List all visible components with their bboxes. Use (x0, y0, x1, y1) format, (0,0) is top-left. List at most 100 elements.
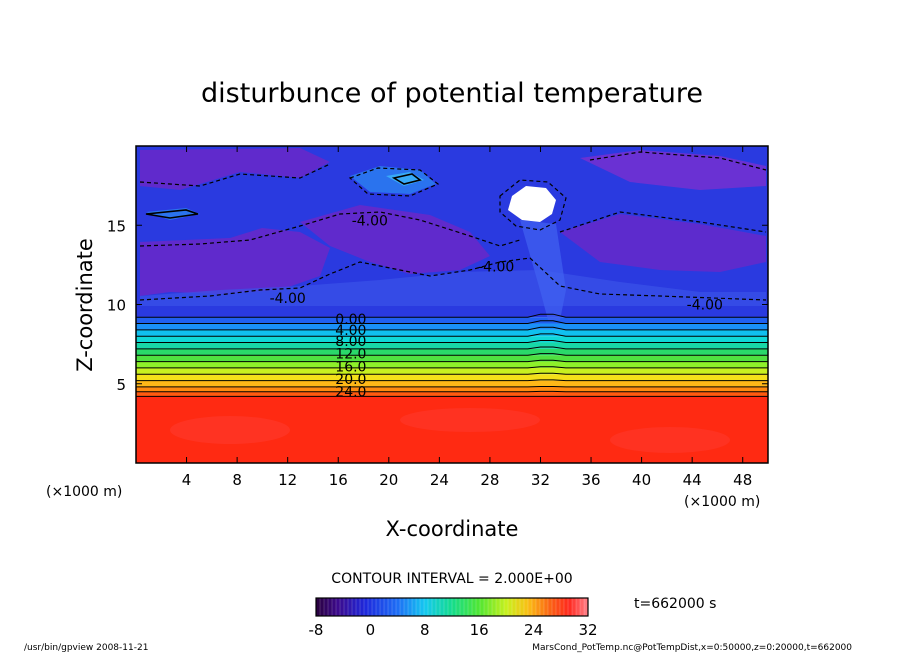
colorbar-swatch (532, 598, 537, 616)
contour-fill-band (136, 367, 768, 375)
contour-label: -4.00 (270, 291, 306, 307)
colorbar-tick-label: 8 (420, 621, 430, 639)
turbulent-band (140, 270, 766, 306)
colorbar-swatch (548, 598, 553, 616)
contour-line (136, 379, 768, 382)
colorbar-swatch (320, 598, 325, 616)
x-tick-label: 16 (329, 471, 348, 489)
colorbar-swatch (492, 598, 497, 616)
contour-interval-text: CONTOUR INTERVAL = 2.000E+00 (331, 571, 572, 587)
colorbar-swatch (476, 598, 481, 616)
plot-area (136, 146, 768, 463)
colorbar-swatch (556, 598, 561, 616)
colorbar-ticks: -8 0 8 16 24 32 (309, 621, 598, 639)
contour-label: 8.00 (335, 334, 366, 350)
red-swirl-1 (170, 416, 290, 444)
chart-title: disturbunce of potential temperature (201, 78, 703, 109)
colorbar-swatch (336, 598, 341, 616)
colorbar-swatch (360, 598, 365, 616)
colorbar-swatch (384, 598, 389, 616)
colorbar-swatch (544, 598, 549, 616)
contour-fill-band (136, 348, 768, 356)
contour-label: 20.0 (335, 372, 366, 388)
contour-lines (136, 313, 768, 397)
contour-label: -4.00 (687, 298, 723, 314)
contour-fill-band (136, 317, 768, 324)
y-tick-label: 15 (107, 217, 126, 235)
contour-fill-band (136, 391, 768, 397)
contour-line (136, 353, 768, 356)
contour-label: 12.0 (335, 347, 366, 363)
colorbar-swatch (316, 598, 321, 616)
x-tick-label: 8 (232, 471, 242, 489)
contour-label: 0.00 (335, 312, 366, 328)
colorbar-swatch (352, 598, 357, 616)
colorbar-swatch (496, 598, 501, 616)
x-tick-label: 28 (480, 471, 499, 489)
contour-line (136, 313, 768, 318)
colorbar-swatch (524, 598, 529, 616)
colorbar-swatch (568, 598, 573, 616)
x-tick-label: 32 (531, 471, 550, 489)
contour-fill-band (136, 329, 768, 337)
colorbar-swatch (552, 598, 557, 616)
contour-line (136, 340, 768, 343)
purple-patch-top-right (580, 150, 766, 190)
contour-line (136, 326, 768, 331)
colorbar-swatch (448, 598, 453, 616)
colorbar-swatch (372, 598, 377, 616)
y-tick-label: 10 (107, 297, 126, 315)
contour-line (136, 346, 768, 350)
colorbar-swatch (540, 598, 545, 616)
colorbar-swatch (508, 598, 513, 616)
dashed-contour (139, 211, 521, 247)
dashed-contour (139, 163, 331, 187)
red-swirl-3 (610, 427, 730, 453)
colorbar-swatch (356, 598, 361, 616)
contour-line (136, 372, 768, 375)
colorbar-swatch (408, 598, 413, 616)
contour-label: 4.00 (335, 323, 366, 339)
colorbar-tick-label: 16 (470, 621, 489, 639)
contour-fill-band (136, 342, 768, 349)
colorbar-swatch (560, 598, 565, 616)
colorbar-swatch (456, 598, 461, 616)
colorbar-swatch (484, 598, 489, 616)
x-tick-label: 20 (379, 471, 398, 489)
x-axis-ticks: 4 8 12 16 20 24 28 32 36 40 44 48 (182, 146, 752, 489)
colorbar-swatch (440, 598, 445, 616)
colorbar-swatch (380, 598, 385, 616)
y-axis-label: Z-coordinate (73, 238, 97, 372)
footer-right: MarsCond_PotTemp.nc@PotTempDist,x=0:5000… (532, 643, 852, 653)
colorbar-swatch (388, 598, 393, 616)
colorbar-swatch (500, 598, 505, 616)
colorbar-swatch (536, 598, 541, 616)
colorbar-tick-label: 0 (366, 621, 376, 639)
x-tick-label: 4 (182, 471, 192, 489)
dashed-contour (139, 257, 767, 301)
colorbar-swatch (528, 598, 533, 616)
colorbar-tick-label: 24 (524, 621, 543, 639)
colorbar-swatch (460, 598, 465, 616)
contour-label: -4.00 (478, 259, 514, 275)
colorbar-swatch (428, 598, 433, 616)
contour-line (136, 320, 768, 324)
colorbar-swatch (520, 598, 525, 616)
dashed-contour (348, 167, 440, 197)
colorbar-frame (315, 597, 589, 617)
colorbar-swatch (444, 598, 449, 616)
purple-patch-center (300, 205, 490, 274)
colorbar-swatch (480, 598, 485, 616)
colorbar-tick-label: -8 (309, 621, 324, 639)
contour-fill-band (136, 374, 768, 381)
x-tick-label: 12 (278, 471, 297, 489)
contour-labels: -4.00 -4.00 -4.00 -4.00 0.004.008.0012.016.0… (270, 213, 723, 400)
purple-patch-right (560, 214, 766, 272)
colorbar-swatch (420, 598, 425, 616)
colorbar-swatch (424, 598, 429, 616)
contour-fill-band (136, 361, 768, 368)
contour-label: -4.00 (352, 213, 388, 229)
solid-small-contours (145, 173, 422, 219)
colorbar-swatch (412, 598, 417, 616)
